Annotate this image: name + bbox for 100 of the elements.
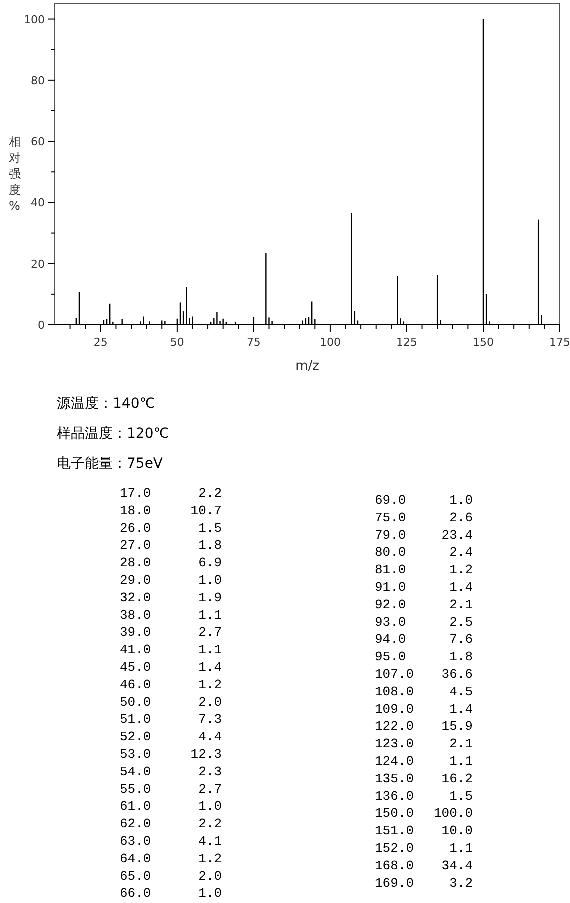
category-label: 69.0: [375, 493, 406, 508]
text: 1.1: [450, 754, 473, 769]
category-label: 135.0: [375, 771, 414, 786]
category-label: 17.0: [120, 486, 152, 501]
text: 4.5: [450, 684, 473, 700]
text: 1.4: [198, 660, 222, 675]
category-label: 95.0: [375, 650, 406, 665]
text: 1.0: [198, 886, 222, 902]
text: 1.2: [450, 562, 473, 578]
category-label: 168.0: [375, 858, 414, 874]
text: 1.9: [198, 590, 222, 606]
text: 2.1: [450, 597, 473, 612]
text: 1.5: [450, 788, 473, 804]
x-tick-label: 75: [246, 336, 261, 349]
category-label: 150.0: [375, 806, 414, 822]
category-label: 26.0: [120, 520, 152, 536]
x-tick-label: 175: [550, 336, 570, 349]
category-label: 41.0: [120, 642, 152, 658]
category-label: 151.0: [375, 824, 414, 839]
category-label: 94.0: [375, 632, 406, 648]
category-label: 92.0: [375, 597, 406, 612]
text: 1.1: [198, 608, 222, 623]
text: 3.2: [450, 876, 473, 891]
x-tick-label: 100: [320, 336, 341, 349]
category-label: 32.0: [120, 590, 152, 606]
category-label: 45.0: [120, 660, 152, 675]
y-tick-label: 0: [38, 319, 45, 332]
category-label: 28.0: [120, 556, 152, 571]
category-label: 38.0: [120, 608, 152, 623]
category-label: 29.0: [120, 573, 152, 588]
text: 16.2: [442, 771, 473, 786]
category-label: 124.0: [375, 754, 414, 769]
text: 23.4: [442, 528, 473, 543]
category-label: 54.0: [120, 764, 152, 780]
text: 10.7: [190, 503, 222, 518]
y-tick-label: 60: [31, 136, 45, 149]
x-axis-title: m/z: [296, 359, 320, 374]
text: 1.2: [198, 851, 222, 866]
category-label: 52.0: [120, 730, 152, 745]
text: 10.0: [442, 824, 473, 839]
text: 34.4: [442, 858, 473, 874]
text: 4.1: [198, 834, 222, 849]
text: 2.1: [450, 736, 473, 752]
category-label: 75.0: [375, 510, 406, 526]
y-axis-title: 相对强度%: [9, 135, 21, 213]
category-label: 64.0: [120, 851, 152, 866]
text: 样品温度：120℃: [57, 426, 170, 442]
category-label: 27.0: [120, 538, 152, 554]
text: 12.3: [190, 747, 222, 762]
x-tick-label: 25: [94, 336, 108, 349]
category-label: 91.0: [375, 580, 406, 595]
text: 2.5: [450, 614, 473, 630]
y-tick-label: 20: [31, 258, 45, 271]
text: 1.0: [198, 799, 222, 814]
category-label: 51.0: [120, 712, 152, 728]
text: 36.6: [442, 667, 473, 682]
text: 2.0: [198, 868, 222, 884]
text: 1.0: [198, 573, 222, 588]
text: 1.0: [450, 493, 473, 508]
category-label: 46.0: [120, 677, 152, 692]
category-label: 93.0: [375, 614, 406, 630]
x-tick-label: 150: [472, 336, 494, 349]
text: 1.2: [198, 677, 222, 692]
y-tick-label: 40: [31, 196, 45, 210]
category-label: 62.0: [120, 816, 152, 832]
text: 2.2: [198, 486, 222, 501]
category-label: 169.0: [375, 876, 414, 891]
category-label: 39.0: [120, 625, 152, 640]
text: 15.9: [442, 719, 473, 734]
category-label: 55.0: [120, 782, 152, 797]
text: 1.4: [450, 580, 473, 595]
text: 1.1: [450, 841, 473, 856]
category-label: 122.0: [375, 719, 414, 734]
text: 2.6: [450, 510, 473, 526]
x-tick-label: 125: [396, 336, 418, 349]
category-label: 123.0: [375, 736, 414, 752]
text: 7.3: [198, 712, 222, 728]
text: 4.4: [198, 730, 222, 745]
category-label: 63.0: [120, 834, 152, 849]
category-label: 109.0: [375, 702, 414, 717]
text: 1.1: [198, 642, 222, 658]
category-label: 50.0: [120, 694, 152, 710]
category-label: 66.0: [120, 886, 152, 902]
text: 2.2: [198, 816, 222, 832]
text: 电子能量：75eV: [57, 456, 164, 472]
text: 6.9: [198, 556, 222, 571]
text: 源温度：140℃: [57, 396, 156, 412]
category-label: 136.0: [375, 788, 414, 804]
category-label: 152.0: [375, 841, 414, 856]
category-label: 53.0: [120, 747, 152, 762]
text: 7.6: [450, 632, 473, 648]
category-label: 81.0: [375, 562, 406, 578]
text: 100.0: [434, 806, 473, 822]
y-tick-label: 100: [24, 13, 45, 26]
y-tick-label: 80: [31, 74, 45, 88]
category-label: 61.0: [120, 799, 152, 814]
text: 2.4: [450, 545, 473, 560]
category-label: 107.0: [375, 667, 414, 682]
text: 1.5: [198, 520, 222, 536]
category-label: 79.0: [375, 528, 406, 543]
